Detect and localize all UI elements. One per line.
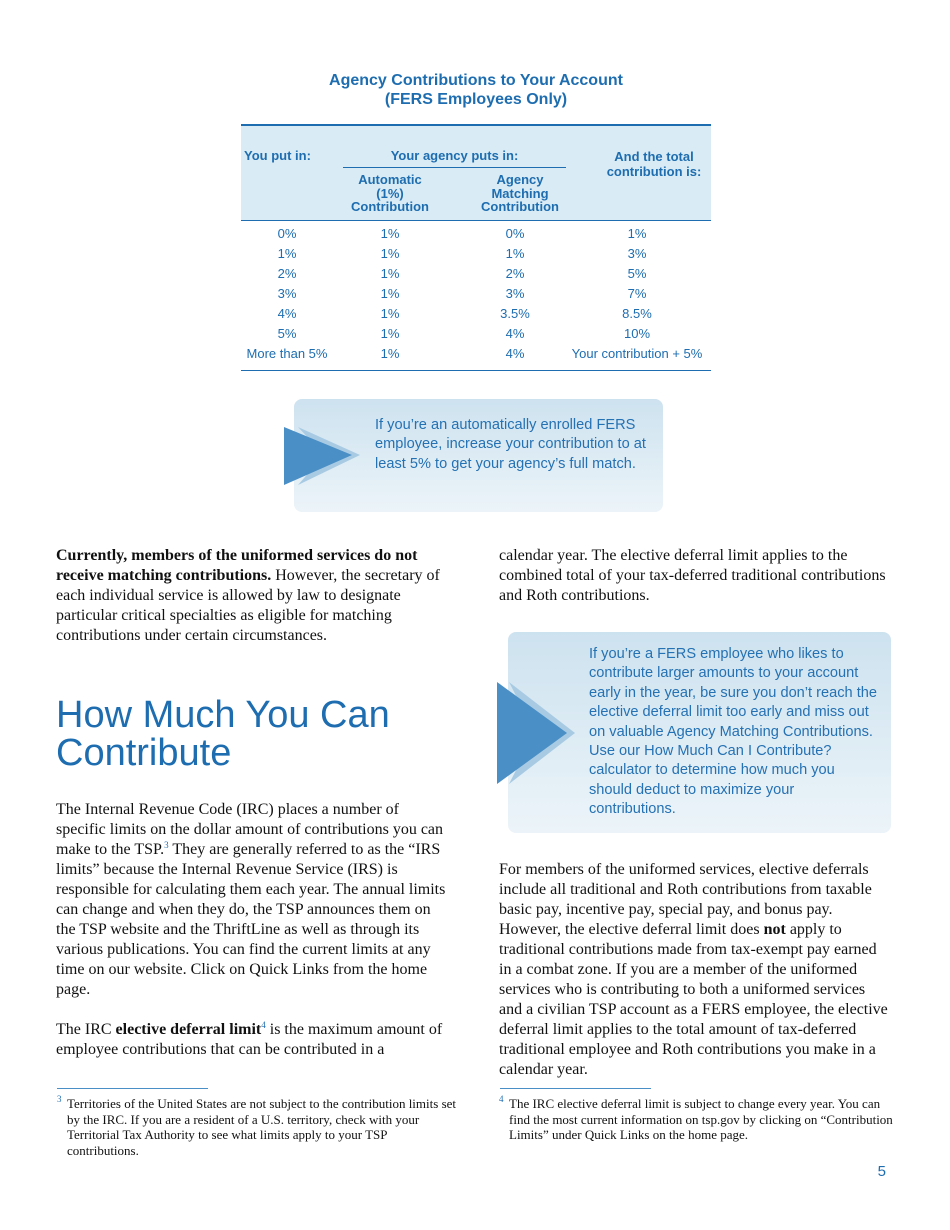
text-run: For members of the uniformed services, e… — [499, 861, 872, 938]
table-cell: 1% — [380, 286, 400, 301]
table-cell: 3% — [277, 286, 297, 301]
callout-arrow — [284, 427, 360, 485]
table-cell: 1% — [380, 346, 400, 361]
text-run: However, the secretary of each individua… — [56, 567, 440, 644]
footnote: 4 The IRC elective deferral limit is subj… — [499, 1094, 894, 1143]
table-cell: 3% — [627, 246, 647, 261]
text-run: is the maximum amount of employee contri… — [56, 1021, 443, 1058]
text-run: calendar year. The elective deferral lim… — [499, 547, 886, 604]
footnote-text: Territories of the United States are not… — [67, 1096, 457, 1158]
table-cell: 1% — [505, 246, 525, 261]
page-number: 5 — [877, 1163, 886, 1180]
footnote-rule — [500, 1088, 651, 1089]
table-cell: 4% — [277, 306, 297, 321]
footnote-rule — [57, 1088, 208, 1089]
paragraph: For members of the uniformed services, e… — [499, 860, 891, 1080]
table-cell: 2% — [277, 266, 297, 281]
callout-text: If you’re an automatically enrolled FERS… — [375, 417, 646, 472]
footnote-number: 4 — [499, 1094, 504, 1104]
text-run: They are generally referred to as the “I… — [56, 841, 446, 998]
header-matching: Agency Matching Contribution — [481, 172, 559, 214]
table-cell: 5% — [277, 326, 297, 341]
header-rule — [343, 167, 566, 168]
table-cell: 0% — [505, 226, 525, 241]
callout-text: If you’re a FERS employee who likes to c… — [589, 646, 877, 818]
text-run: The IRC — [56, 1021, 116, 1038]
header-you-put-in: You put in: — [244, 148, 311, 163]
table-cell: 1% — [277, 246, 297, 261]
table-cell: 0% — [277, 226, 297, 241]
table-title: Agency Contributions to Your Account — [329, 72, 623, 89]
header-total: And the total contribution is: — [606, 149, 702, 179]
table-cell: 4% — [505, 346, 525, 361]
table-cell: 1% — [627, 226, 647, 241]
section-heading: How Much You Can Contribute — [56, 694, 390, 774]
table-cell: 1% — [380, 246, 400, 261]
paragraph: calendar year. The elective deferral lim… — [499, 546, 891, 606]
table-cell: 1% — [380, 266, 400, 281]
table-body: 0% 1% 0% 1% 1% 1% 1% 3% 2% 1% 2% 5% 3% 1% 3% 7% 4% 1% 3.5%… — [241, 226, 711, 371]
text-run: not — [763, 921, 786, 938]
table-cell: Your contribution + 5% — [571, 346, 703, 361]
footnote-number: 3 — [57, 1094, 62, 1104]
paragraph: The IRC elective deferral limit4 is the … — [56, 1020, 456, 1060]
table-header-bg — [241, 124, 711, 221]
table-cell: 4% — [505, 326, 525, 341]
footnote-ref: 3 — [164, 840, 169, 850]
table-cell: 5% — [627, 266, 647, 281]
paragraph: Currently, members of the uniformed serv… — [56, 546, 456, 646]
table-cell: 2% — [505, 266, 525, 281]
table-cell: 10% — [623, 326, 651, 341]
table-cell: 8.5% — [622, 306, 652, 321]
footnote-ref: 4 — [261, 1020, 266, 1030]
table-cell: 1% — [380, 226, 400, 241]
footnote: 3 Territories of the United States are no… — [57, 1094, 462, 1158]
header-agency: Your agency puts in: — [390, 148, 519, 163]
table-cell: 3% — [505, 286, 525, 301]
table-cell: 3.5% — [500, 306, 530, 321]
header-automatic: Automatic (1%) Contribution — [351, 172, 429, 214]
text-run: Currently, members of the uniformed serv… — [56, 547, 418, 584]
table-cell: More than 5% — [246, 346, 328, 361]
table-cell: 7% — [627, 286, 647, 301]
text-run: elective deferral limit — [115, 1021, 262, 1038]
footnote-text: The IRC elective deferral limit is subje… — [509, 1096, 893, 1142]
text-run: apply to traditional contributions made … — [499, 921, 888, 1078]
text-run: The Internal Revenue Code (IRC) places a… — [56, 801, 444, 858]
table-cell: 1% — [380, 326, 400, 341]
table-cell: 1% — [380, 306, 400, 321]
table-subtitle: (FERS Employees Only) — [384, 91, 568, 108]
paragraph: The Internal Revenue Code (IRC) places a… — [56, 800, 452, 1000]
callout-arrow — [497, 682, 575, 784]
